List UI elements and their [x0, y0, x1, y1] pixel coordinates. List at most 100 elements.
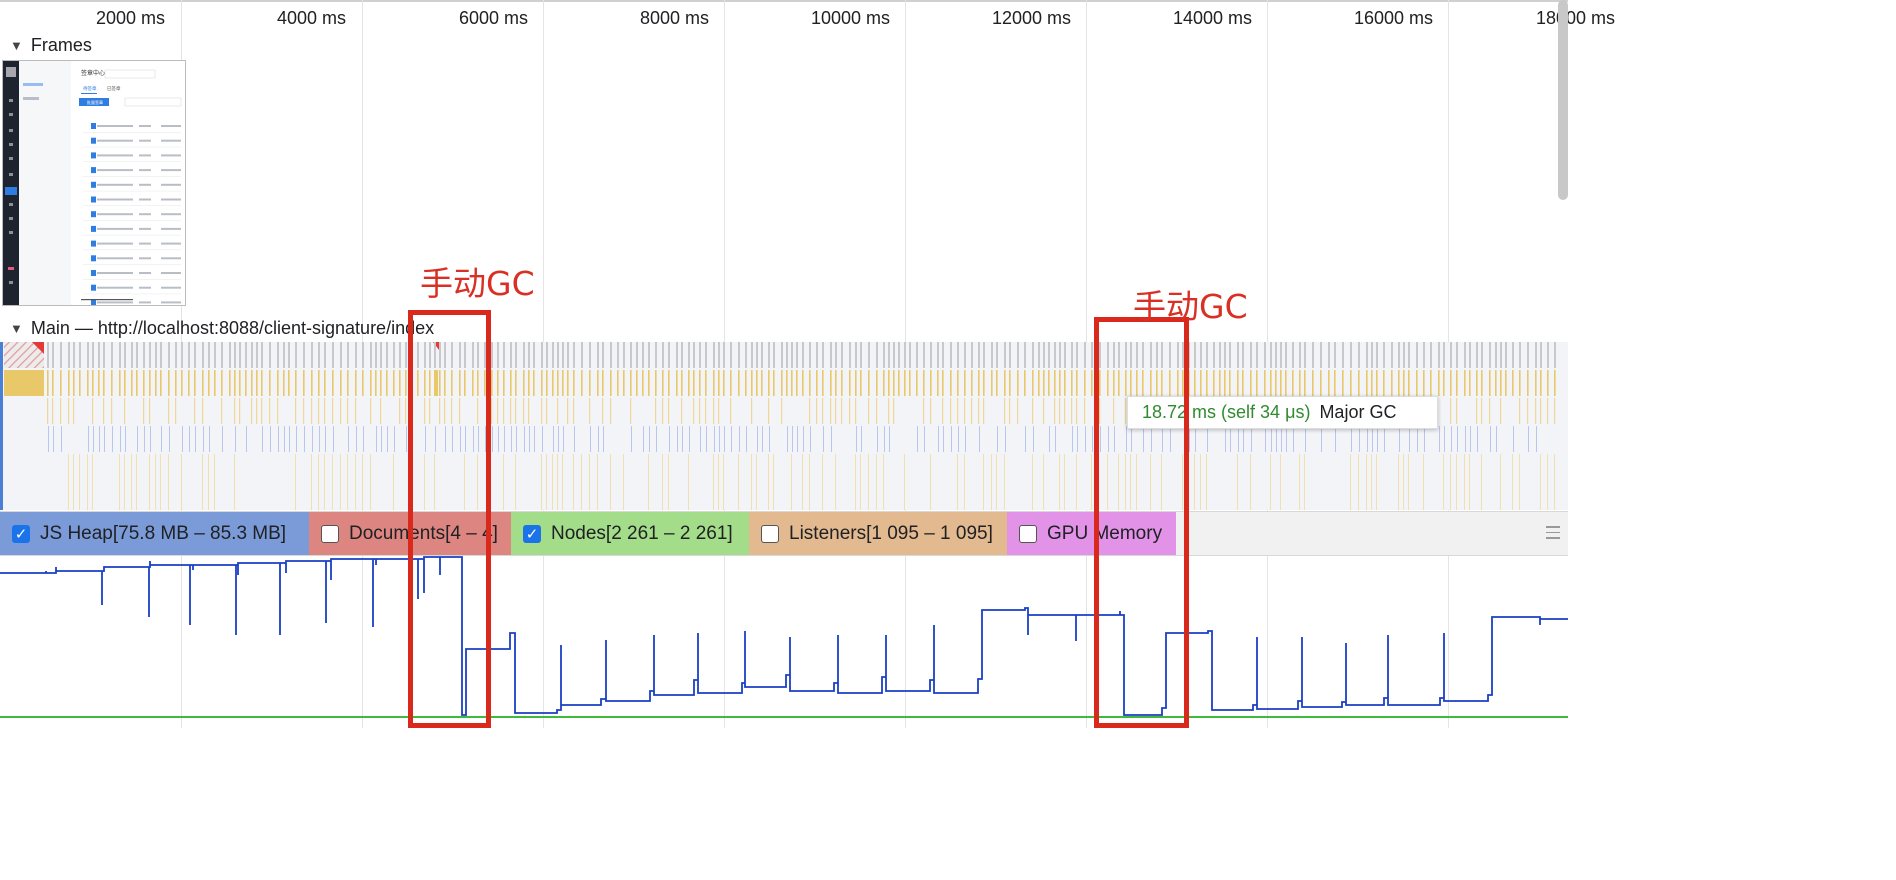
script-bar — [1219, 370, 1221, 396]
time-ruler[interactable]: 2000 ms 4000 ms 6000 ms 8000 ms 10000 ms… — [0, 0, 1615, 34]
memory-graph[interactable] — [0, 555, 1568, 728]
script-bar — [1481, 370, 1483, 396]
checkbox-unchecked-icon[interactable] — [761, 524, 779, 543]
script-bar — [1054, 398, 1056, 424]
task-bar — [288, 342, 290, 368]
task-bar — [1004, 342, 1006, 368]
checkbox-checked-icon[interactable]: ✓ — [523, 524, 541, 543]
task-bar — [155, 342, 157, 368]
script-bar — [816, 370, 818, 396]
thumbnail-table-rows — [83, 123, 181, 305]
script-bar — [705, 398, 707, 424]
counter-js-heap[interactable]: ✓ JS Heap[75.8 MB – 85.3 MB] — [0, 512, 309, 555]
checkbox-unchecked-icon[interactable] — [321, 524, 339, 543]
counter-listeners[interactable]: Listeners[1 095 – 1 095] — [749, 512, 1007, 555]
script-bar — [1169, 370, 1171, 396]
script-bar — [662, 454, 663, 510]
long-task-marker — [32, 342, 44, 354]
script-bar — [761, 370, 763, 396]
script-bar — [245, 370, 247, 396]
task-bar — [1312, 342, 1314, 368]
script-bar — [1194, 370, 1196, 396]
task-bar — [602, 342, 604, 368]
thumb-row-text — [97, 139, 133, 142]
script-bar — [745, 370, 747, 396]
script-bar — [73, 370, 75, 396]
gc-bar — [376, 426, 377, 452]
main-track-header[interactable]: ▼ Main — http://localhost:8088/client-si… — [10, 317, 434, 339]
collapse-triangle-icon[interactable]: ▼ — [10, 320, 23, 336]
task-bars — [47, 342, 1556, 368]
task-bar — [916, 342, 918, 368]
task-bar — [597, 342, 599, 368]
task-bar — [303, 342, 305, 368]
script-bar — [1527, 398, 1529, 424]
task-bar — [978, 342, 980, 368]
gc-bar — [1457, 426, 1458, 452]
gc-bar — [333, 426, 334, 452]
script-bar — [950, 398, 952, 424]
task-bar — [188, 342, 190, 368]
gc-bar — [1049, 426, 1050, 452]
gc-bar — [1417, 426, 1418, 452]
thumb-row-text — [139, 125, 151, 127]
task-bar — [375, 342, 377, 368]
script-bar — [610, 454, 611, 510]
checkbox-unchecked-icon[interactable] — [1019, 524, 1037, 543]
gc-bar — [203, 426, 204, 452]
frames-track-header[interactable]: ▼ Frames — [10, 34, 92, 56]
script-bar — [1091, 454, 1092, 510]
script-bar — [676, 370, 678, 396]
script-bar — [477, 398, 479, 424]
frame-screenshot-thumbnail[interactable]: 签章中心 待签章 已签章 批量签章 — [2, 60, 186, 306]
gc-bar — [669, 426, 670, 452]
script-bar — [1376, 370, 1378, 396]
task-bar — [1500, 342, 1502, 368]
gc-bar — [296, 426, 297, 452]
thumb-tab1: 待签章 — [83, 85, 97, 92]
script-bar — [124, 370, 126, 396]
script-bar — [623, 454, 624, 510]
script-bar — [1464, 454, 1465, 510]
script-bar — [87, 370, 89, 396]
task-bar — [1032, 342, 1034, 368]
script-bar — [1408, 454, 1409, 510]
task-bar — [160, 342, 162, 368]
task-bar — [888, 342, 890, 368]
script-bar — [251, 370, 253, 396]
task-bar — [623, 342, 625, 368]
script-bar — [194, 370, 196, 396]
vertical-scrollbar[interactable] — [1558, 0, 1568, 200]
script-bar — [1350, 370, 1352, 396]
script-bar — [888, 398, 890, 424]
thumb-row-text — [97, 169, 133, 172]
script-bar — [1017, 398, 1019, 424]
script-bar — [464, 370, 466, 396]
script-bar — [355, 454, 356, 510]
checkbox-checked-icon[interactable]: ✓ — [12, 524, 30, 543]
script-bar — [668, 370, 670, 396]
task-bar — [194, 342, 196, 368]
thumb-row-icon — [91, 152, 96, 159]
gc-bar — [1225, 426, 1226, 452]
thumb-row-icon — [91, 137, 96, 144]
counter-gpu-memory[interactable]: GPU Memory — [1007, 512, 1176, 555]
script-bar — [533, 370, 535, 396]
script-bar — [822, 398, 824, 424]
counter-nodes[interactable]: ✓ Nodes[2 261 – 2 261] — [511, 512, 749, 555]
collapse-triangle-icon[interactable]: ▼ — [10, 37, 23, 53]
script-bar — [229, 370, 231, 396]
script-bar — [1125, 398, 1127, 424]
task-bar — [52, 342, 54, 368]
gc-bar — [209, 426, 210, 452]
task-bar — [47, 342, 49, 368]
manual-gc-highlight-box-1 — [408, 310, 491, 728]
task-bar — [459, 342, 461, 368]
script-bar — [855, 454, 856, 510]
menu-icon[interactable] — [1546, 526, 1560, 539]
task-bar — [756, 342, 758, 368]
script-bar — [1350, 454, 1351, 510]
script-bar — [546, 370, 548, 396]
script-bar — [1366, 454, 1367, 510]
gc-bar — [1384, 426, 1385, 452]
